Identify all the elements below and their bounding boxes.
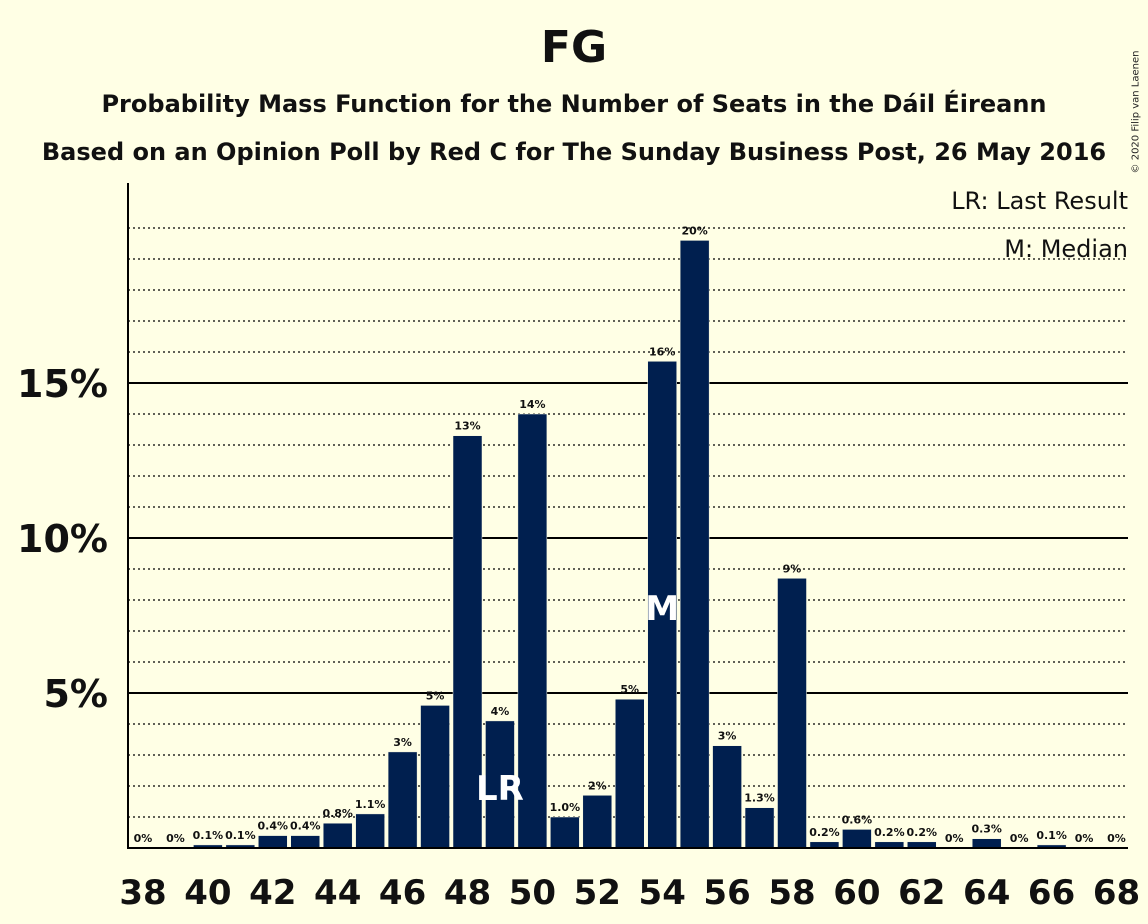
data-label: 20% xyxy=(681,224,707,237)
data-label: 1.1% xyxy=(355,798,386,811)
chart-subtitle: Probability Mass Function for the Number… xyxy=(101,90,1047,118)
bar-seat-58 xyxy=(777,578,807,849)
x-tick-label: 52 xyxy=(574,873,621,913)
data-label: 14% xyxy=(519,398,545,411)
legend-median: M: Median xyxy=(1004,235,1128,263)
data-label: 13% xyxy=(454,420,480,433)
data-label: 0.6% xyxy=(842,813,873,826)
data-label: 16% xyxy=(649,345,675,358)
x-tick-label: 56 xyxy=(703,873,750,913)
median-marker: M xyxy=(645,589,679,629)
x-tick-label: 42 xyxy=(249,873,296,913)
bar-seat-57 xyxy=(744,807,775,849)
x-tick-label: 62 xyxy=(898,873,945,913)
data-label: 1.0% xyxy=(550,801,581,814)
data-label: 0.2% xyxy=(809,826,840,839)
bar-seat-56 xyxy=(712,745,742,849)
y-tick-label: 10% xyxy=(17,517,108,561)
x-tick-label: 54 xyxy=(639,873,686,913)
bar-seat-52 xyxy=(582,795,613,849)
bar-seat-64 xyxy=(971,838,1002,849)
data-label: 1.3% xyxy=(744,792,775,805)
bar-seat-46 xyxy=(387,751,418,849)
bar-seat-49 xyxy=(485,720,515,849)
x-tick-label: 40 xyxy=(184,873,231,913)
chart-title: FG xyxy=(540,22,608,73)
data-label: 0.8% xyxy=(322,807,353,820)
bar-seat-44 xyxy=(322,822,353,849)
x-tick-label: 50 xyxy=(509,873,556,913)
data-label: 0.4% xyxy=(258,820,289,833)
data-label: 0.1% xyxy=(193,829,224,842)
y-tick-label: 15% xyxy=(17,362,108,406)
data-label: 0% xyxy=(1010,832,1029,845)
x-tick-label: 68 xyxy=(1093,873,1140,913)
legend-last-result: LR: Last Result xyxy=(951,187,1128,215)
bar-seat-53 xyxy=(615,698,645,849)
data-label: 0% xyxy=(945,832,964,845)
data-label: 0.2% xyxy=(874,826,905,839)
bar-seat-43 xyxy=(290,835,320,849)
data-label: 0% xyxy=(1075,832,1094,845)
data-label: 0.1% xyxy=(225,829,256,842)
data-label: 3% xyxy=(393,736,412,749)
x-tick-label: 66 xyxy=(1028,873,1075,913)
tick-labels: 5% 10% 15% 38 40 42 44 46 48 50 52 54 56 58 60 62 64 66 68 xyxy=(17,362,1140,913)
data-label: 3% xyxy=(718,730,737,743)
bar-seat-45 xyxy=(355,813,385,849)
bar-seat-55 xyxy=(679,240,710,849)
bar-seat-47 xyxy=(420,705,450,849)
x-tick-label: 44 xyxy=(314,873,361,913)
bar-seat-50 xyxy=(517,413,548,849)
data-label: 5% xyxy=(620,683,639,696)
bars: 0% 0% 0.1% 0.1%0.4% 0.4%0.8%1.1%3%5%13%4%14%… xyxy=(134,224,1126,849)
bar-seat-60 xyxy=(842,829,872,849)
x-tick-label: 46 xyxy=(379,873,426,913)
data-label: 0.3% xyxy=(971,823,1002,836)
data-label: 0.4% xyxy=(290,820,321,833)
bar-seat-54 xyxy=(647,361,677,849)
bar-seat-42 xyxy=(258,835,288,849)
chart-source-note: Based on an Opinion Poll by Red C for Th… xyxy=(41,138,1107,166)
x-tick-label: 48 xyxy=(444,873,491,913)
last-result-marker: LR xyxy=(476,769,524,809)
data-label: 5% xyxy=(426,689,445,702)
x-tick-label: 60 xyxy=(833,873,880,913)
bar-seat-51 xyxy=(550,816,580,849)
x-tick-label: 58 xyxy=(768,873,815,913)
data-label: 0% xyxy=(166,832,185,845)
data-label: 0.2% xyxy=(907,826,938,839)
data-label: 0.1% xyxy=(1036,829,1067,842)
data-label: 0% xyxy=(1107,832,1126,845)
data-label: 4% xyxy=(491,705,510,718)
y-tick-label: 5% xyxy=(43,672,108,716)
x-tick-label: 38 xyxy=(119,873,166,913)
data-label: 0% xyxy=(134,832,153,845)
bar-seat-48 xyxy=(452,435,483,849)
data-label: 2% xyxy=(588,779,607,792)
axes xyxy=(127,183,1128,849)
x-tick-label: 64 xyxy=(963,873,1010,913)
data-label: 9% xyxy=(783,562,802,575)
